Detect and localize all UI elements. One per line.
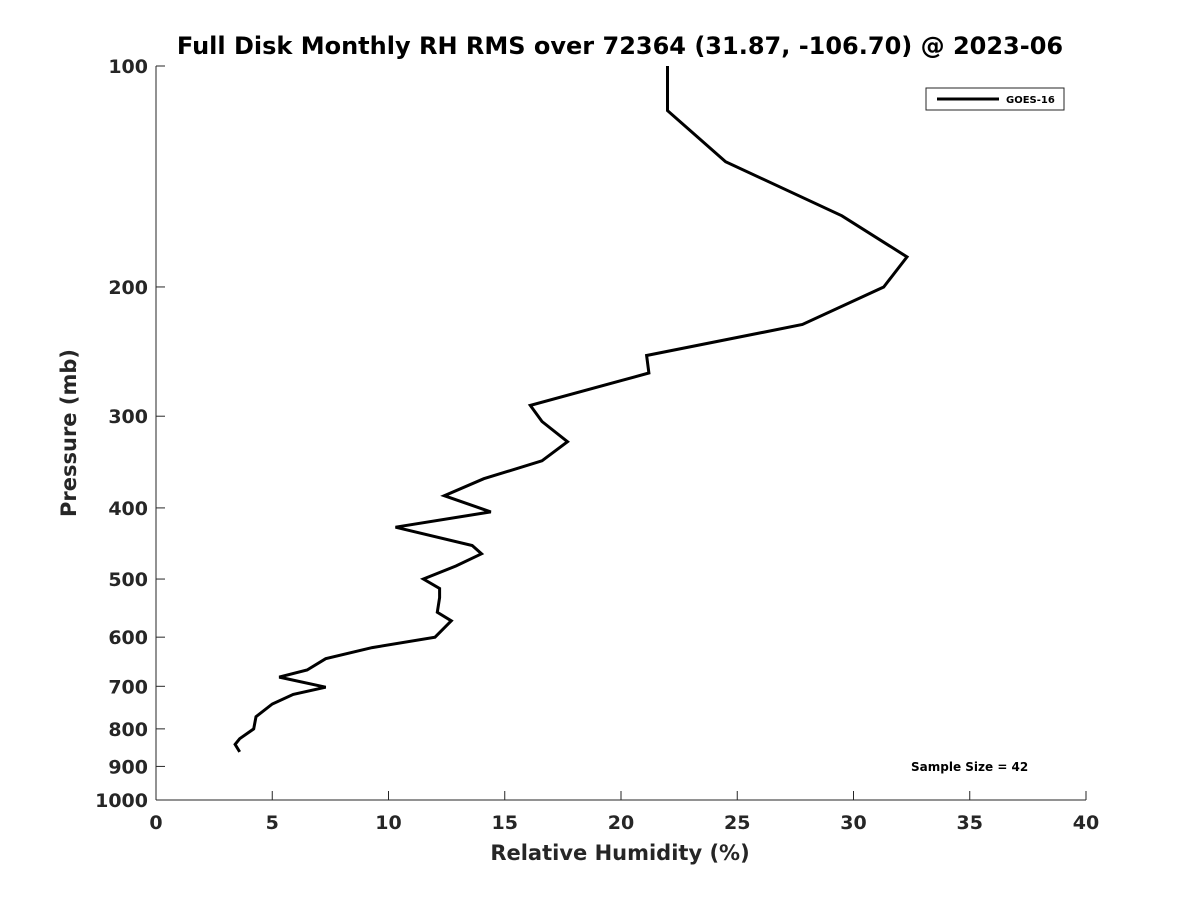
chart-title: Full Disk Monthly RH RMS over 72364 (31.… [177, 32, 1063, 60]
x-ticks: 0 5 10 15 20 25 30 35 40 [149, 791, 1099, 834]
y-tick-label: 1000 [95, 790, 148, 812]
y-tick-label: 500 [108, 569, 148, 591]
y-tick-label: 700 [108, 676, 148, 698]
x-tick-label: 35 [957, 812, 983, 834]
x-tick-label: 25 [724, 812, 750, 834]
x-axis-label: Relative Humidity (%) [490, 841, 749, 865]
x-tick-label: 0 [149, 812, 162, 834]
y-tick-label: 900 [108, 756, 148, 778]
x-tick-label: 40 [1073, 812, 1099, 834]
y-ticks: 100 200 300 400 500 600 700 800 900 1000 [95, 56, 165, 812]
sample-size-annotation: Sample Size = 42 [911, 760, 1028, 774]
plot-area: 0 5 10 15 20 25 30 35 40 100 200 300 400 500 600 700 80… [95, 56, 1099, 834]
x-tick-label: 5 [266, 812, 279, 834]
y-tick-label: 200 [108, 277, 148, 299]
y-tick-label: 300 [108, 406, 148, 428]
y-tick-label: 600 [108, 627, 148, 649]
y-tick-label: 100 [108, 56, 148, 78]
legend-label-goes-16: GOES-16 [1006, 95, 1055, 106]
x-tick-label: 15 [492, 812, 518, 834]
y-tick-label: 400 [108, 498, 148, 520]
series-layer [233, 66, 910, 753]
x-tick-label: 20 [608, 812, 634, 834]
x-tick-label: 30 [840, 812, 866, 834]
y-tick-label: 800 [108, 719, 148, 741]
series-line-goes-16 [233, 66, 910, 753]
x-tick-label: 10 [375, 812, 401, 834]
legend: GOES-16 [925, 87, 1065, 111]
y-axis-label: Pressure (mb) [57, 349, 81, 517]
